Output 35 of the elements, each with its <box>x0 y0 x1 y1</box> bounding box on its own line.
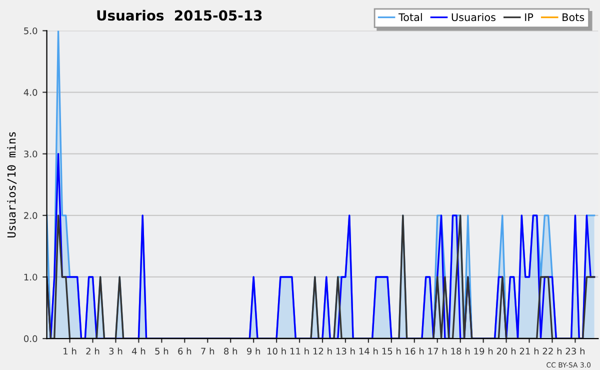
x-tick-label: 2 h <box>86 348 100 354</box>
x-tick-label: 1 h <box>64 348 76 354</box>
y-tick-label: 0.0 <box>24 335 38 342</box>
legend-label: IP <box>525 13 534 21</box>
x-tick-label: 17 h <box>428 348 447 354</box>
x-tick-label: 4 h <box>132 348 146 354</box>
x-tick-label: 15 h <box>382 348 401 355</box>
chart-title: Usuarios 2015-05-13 <box>97 10 262 21</box>
legend-label: Usuarios <box>452 13 496 22</box>
x-tick-label: 13 h <box>336 348 355 355</box>
x-tick-label: 7 h <box>201 348 214 354</box>
x-tick-label: 14 h <box>359 348 378 354</box>
y-axis-title: Usuarios/10 mins <box>7 132 17 238</box>
x-tick-label: 9 h <box>246 348 260 355</box>
x-tick-label: 16 h <box>405 348 424 355</box>
x-tick-label: 10 h <box>268 348 286 355</box>
x-tick-label: 18 h <box>451 348 470 355</box>
y-tick-label: 2.0 <box>24 212 38 219</box>
y-tick-label: 5.0 <box>24 27 38 34</box>
x-tick-label: 11 h <box>290 348 309 354</box>
x-tick-label: 23 h <box>566 348 584 355</box>
x-tick-label: 12 h <box>313 348 332 354</box>
x-tick-label: 21 h <box>520 348 539 354</box>
legend-label: Bots <box>562 13 584 22</box>
x-tick-label: 20 h <box>496 348 516 355</box>
y-tick-label: 4.0 <box>24 89 38 96</box>
legend-label: Total <box>398 13 422 22</box>
x-tick-label: 19 h <box>474 348 493 355</box>
x-tick-label: 8 h <box>224 348 237 355</box>
y-tick-label: 3.0 <box>24 150 38 158</box>
x-tick-label: 5 h <box>155 348 168 355</box>
x-tick-label: 22 h <box>542 348 562 354</box>
x-tick-label: 6 h <box>178 348 192 355</box>
x-tick-label: 3 h <box>109 348 122 355</box>
y-tick-label: 1.0 <box>24 274 38 281</box>
